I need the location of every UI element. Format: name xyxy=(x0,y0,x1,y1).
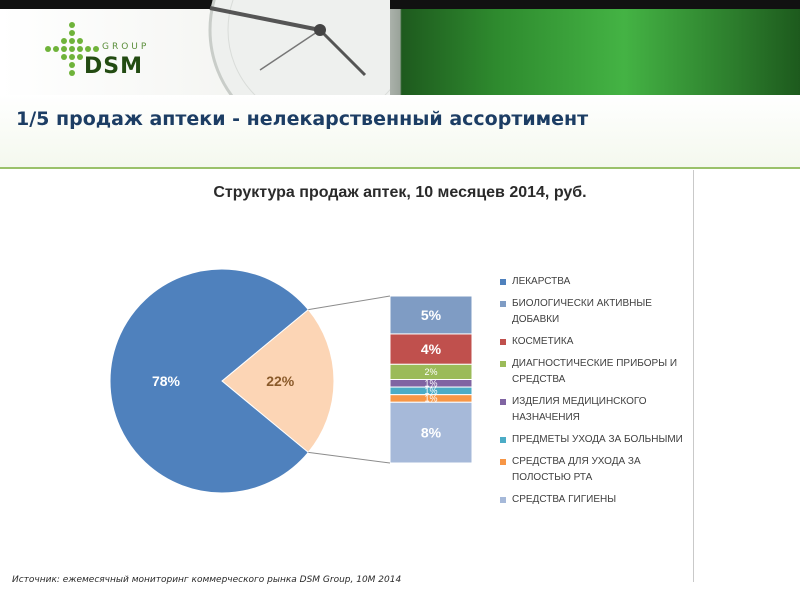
legend-label: СРЕДСТВА ГИГИЕНЫ xyxy=(512,494,617,505)
bar-segment xyxy=(389,295,473,335)
top-bar xyxy=(0,0,800,9)
divider-line xyxy=(693,170,694,582)
legend-item: СРЕДСТВА ДЛЯ УХОДА ЗА ПОЛОСТЬЮ РТА xyxy=(500,454,690,486)
header-banner: GROUP DSM xyxy=(0,0,800,95)
legend-swatch xyxy=(500,301,506,307)
connector-line xyxy=(308,451,391,464)
legend-swatch xyxy=(500,399,506,405)
legend-label: ДИАГНОСТИЧЕСКИЕ ПРИБОРЫ И СРЕДСТВА xyxy=(512,358,678,385)
legend-swatch xyxy=(500,279,506,285)
chart-title: Структура продаж аптек, 10 месяцев 2014,… xyxy=(213,184,587,201)
bar-segment-label: 1% xyxy=(424,378,437,388)
legend-swatch xyxy=(500,497,506,503)
legend-item: ИЗДЕЛИЯ МЕДИЦИНСКОГО НАЗНАЧЕНИЯ xyxy=(500,394,690,426)
legend-item: ПРЕДМЕТЫ УХОДА ЗА БОЛЬНЫМИ xyxy=(500,432,690,448)
legend-label: КОСМЕТИКА xyxy=(512,336,574,347)
legend-swatch xyxy=(500,437,506,443)
legend-label: ПРЕДМЕТЫ УХОДА ЗА БОЛЬНЫМИ xyxy=(512,434,683,445)
bar-segment-label: 4% xyxy=(421,341,442,357)
dsm-logo-cross-icon xyxy=(45,22,99,76)
pie-slice-other xyxy=(221,308,335,454)
page-title: 1/5 продаж аптеки - нелекарственный ассо… xyxy=(16,108,589,130)
legend-swatch xyxy=(500,459,506,465)
legend-item: ЛЕКАРСТВА xyxy=(500,274,690,290)
clock-background-image xyxy=(208,0,390,95)
legend-item: СРЕДСТВА ГИГИЕНЫ xyxy=(500,492,690,508)
pie-label-other: 22% xyxy=(266,373,295,389)
bar-segment xyxy=(389,401,473,464)
legend-item: КОСМЕТИКА xyxy=(500,334,690,350)
source-note: Источник: ежемесячный мониторинг коммерч… xyxy=(12,575,402,585)
bar-segment-label: 5% xyxy=(421,307,442,323)
legend-swatch xyxy=(500,339,506,345)
bar-segment-label: 2% xyxy=(424,367,437,377)
pie-slice-medicines xyxy=(109,268,310,494)
bar-segment-label: 1% xyxy=(424,393,437,403)
bar-segment-label: 8% xyxy=(421,425,442,441)
bar-segment-label: 1% xyxy=(424,386,437,396)
pie-label-medicines: 78% xyxy=(152,373,181,389)
legend-swatch xyxy=(500,361,506,367)
chart-legend: ЛЕКАРСТВА БИОЛОГИЧЕСКИ АКТИВНЫЕ ДОБАВКИ КО… xyxy=(500,274,690,514)
logo-dsm-text: DSM xyxy=(84,54,143,79)
connector-line xyxy=(308,295,391,311)
legend-item: ДИАГНОСТИЧЕСКИЕ ПРИБОРЫ И СРЕДСТВА xyxy=(500,356,690,388)
legend-item: БИОЛОГИЧЕСКИ АКТИВНЫЕ ДОБАВКИ xyxy=(500,296,690,328)
legend-label: СРЕДСТВА ДЛЯ УХОДА ЗА ПОЛОСТЬЮ РТА xyxy=(512,456,641,483)
legend-label: ЛЕКАРСТВА xyxy=(512,276,571,287)
bar-segment xyxy=(389,333,473,365)
legend-label: БИОЛОГИЧЕСКИ АКТИВНЫЕ ДОБАВКИ xyxy=(512,298,652,325)
legend-label: ИЗДЕЛИЯ МЕДИЦИНСКОГО НАЗНАЧЕНИЯ xyxy=(512,396,647,423)
title-band xyxy=(0,95,800,169)
logo-group-text: GROUP xyxy=(102,42,150,52)
